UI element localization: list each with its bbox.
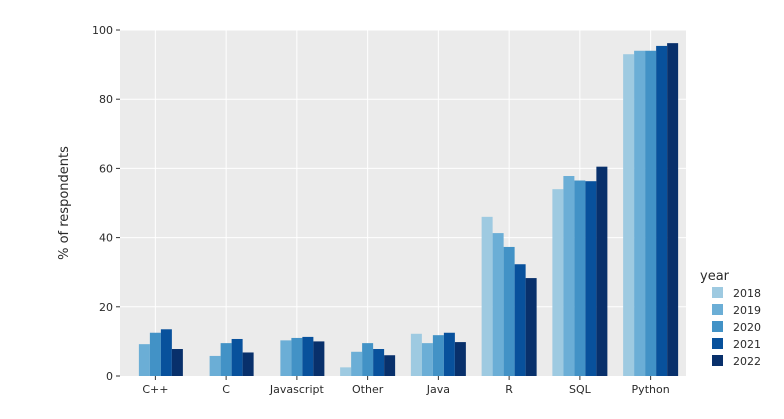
bar [149, 332, 161, 376]
y-axis-title: % of respondents [57, 146, 72, 260]
bar [362, 343, 374, 376]
legend-label: 2021 [733, 338, 761, 351]
legend-label: 2018 [733, 287, 761, 300]
bar [340, 367, 352, 376]
bar [160, 329, 172, 376]
bar [656, 45, 668, 376]
x-tick-label: SQL [569, 383, 592, 396]
x-tick-label: Java [426, 383, 450, 396]
legend-label: 2019 [733, 304, 761, 317]
bar [574, 180, 586, 376]
y-tick-label: 100 [92, 24, 113, 37]
x-axis: C++ C Javascript Other Java R SQL Python [142, 376, 670, 396]
bars [138, 43, 679, 376]
bar [291, 337, 303, 376]
bar [481, 216, 493, 376]
bar [242, 352, 254, 376]
legend-swatch [712, 304, 723, 315]
y-tick-label: 60 [99, 162, 113, 175]
bar [552, 189, 564, 376]
legend-label: 2022 [733, 355, 761, 368]
bar [410, 333, 422, 376]
bar [514, 264, 526, 376]
y-tick-label: 0 [106, 370, 113, 383]
bar [454, 342, 466, 376]
bar [645, 50, 657, 376]
bar [503, 246, 515, 376]
bar [585, 181, 597, 376]
bar [302, 336, 314, 376]
y-axis: 0 20 40 60 80 100 [92, 24, 120, 383]
bar [634, 50, 646, 376]
bar [667, 43, 679, 376]
y-tick-label: 40 [99, 232, 113, 245]
y-tick-label: 20 [99, 301, 113, 314]
x-tick-label: Javascript [269, 383, 325, 396]
legend-title: year [700, 269, 730, 284]
bar [432, 335, 444, 376]
bar [443, 332, 455, 376]
bar [231, 338, 243, 376]
bar [596, 166, 608, 376]
x-tick-label: C [222, 383, 230, 396]
x-tick-label: Python [632, 383, 670, 396]
bar [313, 341, 325, 376]
legend-label: 2020 [733, 321, 761, 334]
legend: year 2018 2019 2020 2021 2022 [700, 269, 761, 368]
bar [138, 344, 150, 376]
x-tick-label: Other [352, 383, 384, 396]
bar [525, 278, 537, 376]
bar [209, 355, 221, 376]
legend-swatch [712, 287, 723, 298]
legend-swatch [712, 355, 723, 366]
bar [563, 176, 575, 376]
legend-swatch [712, 321, 723, 332]
bar [171, 349, 183, 376]
bar [623, 54, 635, 376]
bar [421, 343, 433, 376]
bar [373, 349, 385, 376]
x-tick-label: R [505, 383, 513, 396]
bar [220, 343, 232, 376]
x-tick-label: C++ [142, 383, 168, 396]
legend-swatch [712, 338, 723, 349]
bar [492, 233, 504, 376]
y-tick-label: 80 [99, 93, 113, 106]
bar [280, 340, 292, 376]
bar [384, 355, 396, 376]
bar [351, 351, 363, 376]
